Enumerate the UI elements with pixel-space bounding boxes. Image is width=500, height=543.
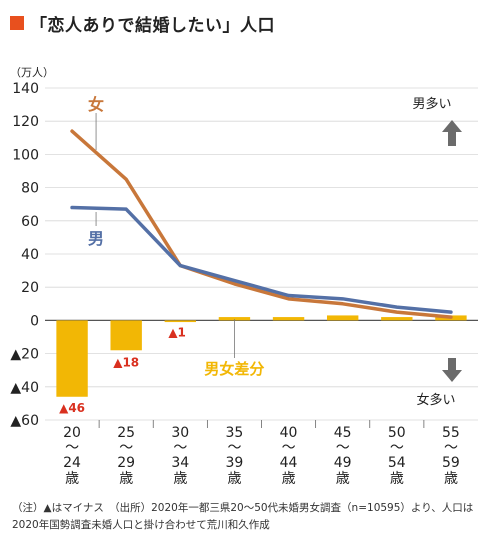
diff-bar xyxy=(218,317,251,321)
x-tick-label: 59 xyxy=(442,455,460,471)
y-tick-label: 60 xyxy=(21,214,39,230)
x-tick-label: 25 xyxy=(117,425,135,441)
x-tick-label: 歳 xyxy=(227,471,241,487)
y-tick-label: 0 xyxy=(30,313,39,329)
x-tick-label: 30 xyxy=(171,425,189,441)
bar-value-label: ▲1 xyxy=(168,325,186,339)
x-tick-label: 50 xyxy=(388,425,406,441)
x-tick-label: 39 xyxy=(226,455,244,471)
diff-series-label: 男女差分 xyxy=(204,360,264,378)
x-tick-label: 〜 xyxy=(390,440,404,456)
x-tick-label: 45 xyxy=(334,425,352,441)
x-tick-label: 35 xyxy=(226,425,244,441)
diff-bar xyxy=(110,320,142,351)
y-tick-label: ▲20 xyxy=(10,347,39,363)
diff-bar xyxy=(326,315,359,321)
down-arrow-icon xyxy=(442,358,462,382)
x-tick-label: 20 xyxy=(63,425,81,441)
x-tick-label: 34 xyxy=(171,455,189,471)
female-more-label: 女多い xyxy=(416,392,455,408)
x-tick-label: 49 xyxy=(334,455,352,471)
bar-value-label: ▲46 xyxy=(59,401,85,415)
y-tick-label: 120 xyxy=(12,114,39,130)
y-tick-label: ▲60 xyxy=(10,413,39,429)
x-tick-label: 〜 xyxy=(282,440,296,456)
y-tick-label: 20 xyxy=(21,280,39,296)
x-tick-label: 54 xyxy=(388,455,406,471)
x-tick-label: 29 xyxy=(117,455,135,471)
male-series-label: 男 xyxy=(88,229,104,248)
footnote: （注）▲はマイナス （出所）2020年一都三県20〜50代未婚男女調査（n=10… xyxy=(12,502,474,531)
y-tick-label: ▲40 xyxy=(10,380,39,396)
male-line xyxy=(70,205,453,314)
diff-bar xyxy=(164,320,197,323)
x-tick-label: 24 xyxy=(63,455,81,471)
female-line xyxy=(70,129,453,319)
y-tick-label: 140 xyxy=(12,81,39,97)
x-tick-label: 歳 xyxy=(444,471,458,487)
x-tick-label: 歳 xyxy=(65,471,79,487)
x-tick-label: 〜 xyxy=(227,440,241,456)
x-tick-label: 44 xyxy=(280,455,298,471)
y-tick-label: 80 xyxy=(21,181,39,197)
x-tick-label: 〜 xyxy=(444,440,458,456)
female-series-label: 女 xyxy=(88,95,104,114)
x-tick-label: 歳 xyxy=(173,471,187,487)
x-tick-label: 歳 xyxy=(336,471,350,487)
male-more-label: 男多い xyxy=(412,96,451,112)
x-tick-label: 40 xyxy=(280,425,298,441)
x-tick-label: 歳 xyxy=(282,471,296,487)
x-tick-label: 55 xyxy=(442,425,460,441)
x-tick-label: 歳 xyxy=(390,471,404,487)
y-tick-label: 100 xyxy=(12,147,39,163)
y-tick-label: 40 xyxy=(21,247,39,263)
up-arrow-icon xyxy=(442,120,462,146)
y-unit-label: （万人） xyxy=(10,66,54,79)
x-tick-label: 〜 xyxy=(336,440,350,456)
diff-bar xyxy=(272,317,305,321)
diff-bar xyxy=(56,320,88,397)
x-tick-label: 〜 xyxy=(119,440,133,456)
diff-bar xyxy=(381,317,413,321)
chart-title-text: 「恋人ありで結婚したい」人口 xyxy=(30,15,275,36)
x-tick-label: 〜 xyxy=(65,440,79,456)
bar-value-label: ▲18 xyxy=(113,355,139,369)
chart-title: 「恋人ありで結婚したい」人口 xyxy=(10,10,275,36)
x-tick-label: 〜 xyxy=(173,440,187,456)
title-marker xyxy=(10,16,24,30)
x-tick-label: 歳 xyxy=(119,471,133,487)
